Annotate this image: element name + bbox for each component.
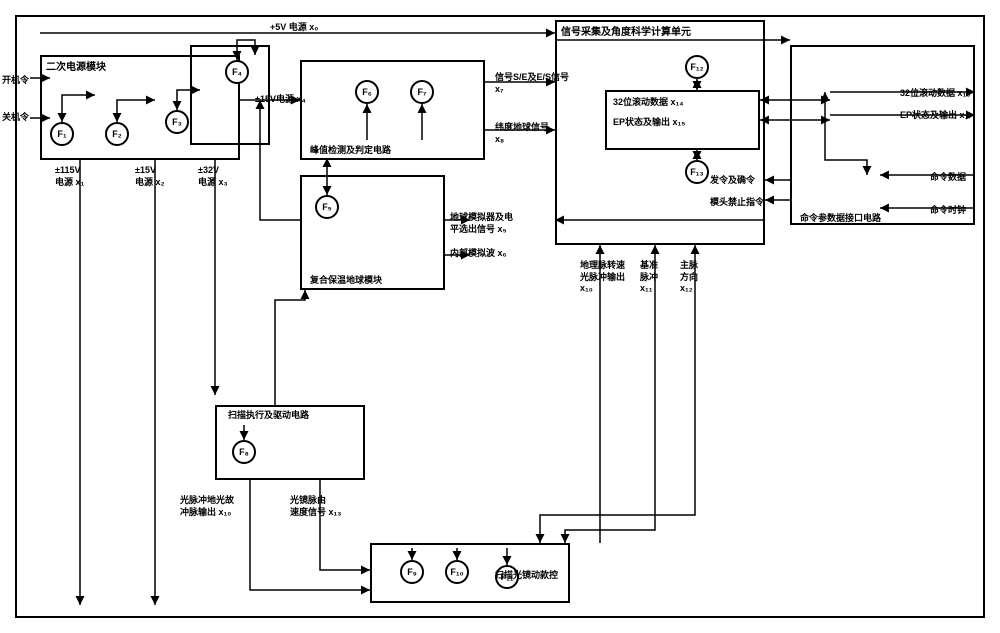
block-cmd_if — [790, 45, 975, 225]
label-cmd_data: 命令数据 — [930, 172, 966, 184]
fnode-F8: F₈ — [232, 440, 256, 464]
label-comp_sig: 地球模拟器及电 平选出信号 x₅ — [450, 212, 513, 235]
label-roll_data: 32位滚动数据 x₁₆ — [900, 88, 970, 100]
label-cmd_if_t: 命令参数据接口电路 — [800, 213, 881, 225]
label-pm15v: ±15V 电源 x₂ — [135, 165, 165, 188]
label-guanji: 关机令 — [2, 112, 29, 124]
fnode-F3: F₃ — [165, 110, 189, 134]
label-top5v: +5V 电源 x₀ — [270, 22, 318, 34]
label-mirror_t: 扫描光镜动款控 — [495, 570, 558, 582]
fnode-F1: F₁ — [50, 122, 74, 146]
label-peak_tit: 峰值检测及判定电路 — [310, 145, 391, 157]
label-ep_out: EP状态及输出 x₁₇ — [900, 110, 972, 122]
block-title-sec_power: 二次电源模块 — [46, 58, 106, 73]
fnode-F9: F₉ — [400, 560, 424, 584]
label-sig_se: 信号S/E及E/S信号 x₇ — [495, 72, 569, 95]
label-geo_pulse: 地理脉转速 光脉冲输出 x₁₀ — [580, 260, 625, 295]
block-comp_module — [300, 175, 445, 290]
label-mirror_sp: 光镜脉由 速度信号 x₁₃ — [290, 495, 341, 518]
label-kaiji: 开机令 — [2, 75, 29, 87]
fnode-F5: F₅ — [315, 195, 339, 219]
label-ref_pulse: 基准 脉冲 x₁₁ — [640, 260, 658, 295]
fnode-F4: F₄ — [225, 60, 249, 84]
label-stop_cmd: 模头禁止指令 — [710, 197, 764, 209]
label-comp_tit: 复合保温地球模块 — [310, 275, 382, 287]
fnode-F12: F₁₂ — [685, 55, 709, 79]
label-db_ep: EP状态及输出 x₁₅ — [613, 117, 685, 129]
label-lat_sig: 纬度地球信号 x₈ — [495, 122, 549, 145]
label-pm15v_dr: ±15V电源 x₄ — [255, 94, 306, 106]
fnode-F6: F₆ — [355, 80, 379, 104]
label-exec_cmd: 发令及确令 — [710, 175, 755, 187]
label-pm115v: ±115V 电源 x₁ — [55, 165, 84, 188]
block-title-calc_unit: 信号采集及角度科学计算单元 — [561, 23, 691, 38]
fnode-F13: F₁₃ — [685, 160, 709, 184]
label-pm32v: ±32V 电源 x₃ — [198, 165, 228, 188]
label-scan_drv_t: 扫描执行及驱动电路 — [228, 410, 309, 422]
fnode-F10: F₁₀ — [445, 560, 469, 584]
label-comp_out: 内部模拟波 x₆ — [450, 248, 507, 260]
label-main_dir: 主脉 方向 x₁₂ — [680, 260, 698, 295]
label-mirror_lp: 光脉冲地光故 冲脉输出 x₁₀ — [180, 495, 234, 518]
fnode-F2: F₂ — [105, 122, 129, 146]
label-cmd_clk: 命令时钟 — [930, 205, 966, 217]
label-db_roll: 32位滚动数据 x₁₄ — [613, 97, 684, 109]
fnode-F7: F₇ — [410, 80, 434, 104]
